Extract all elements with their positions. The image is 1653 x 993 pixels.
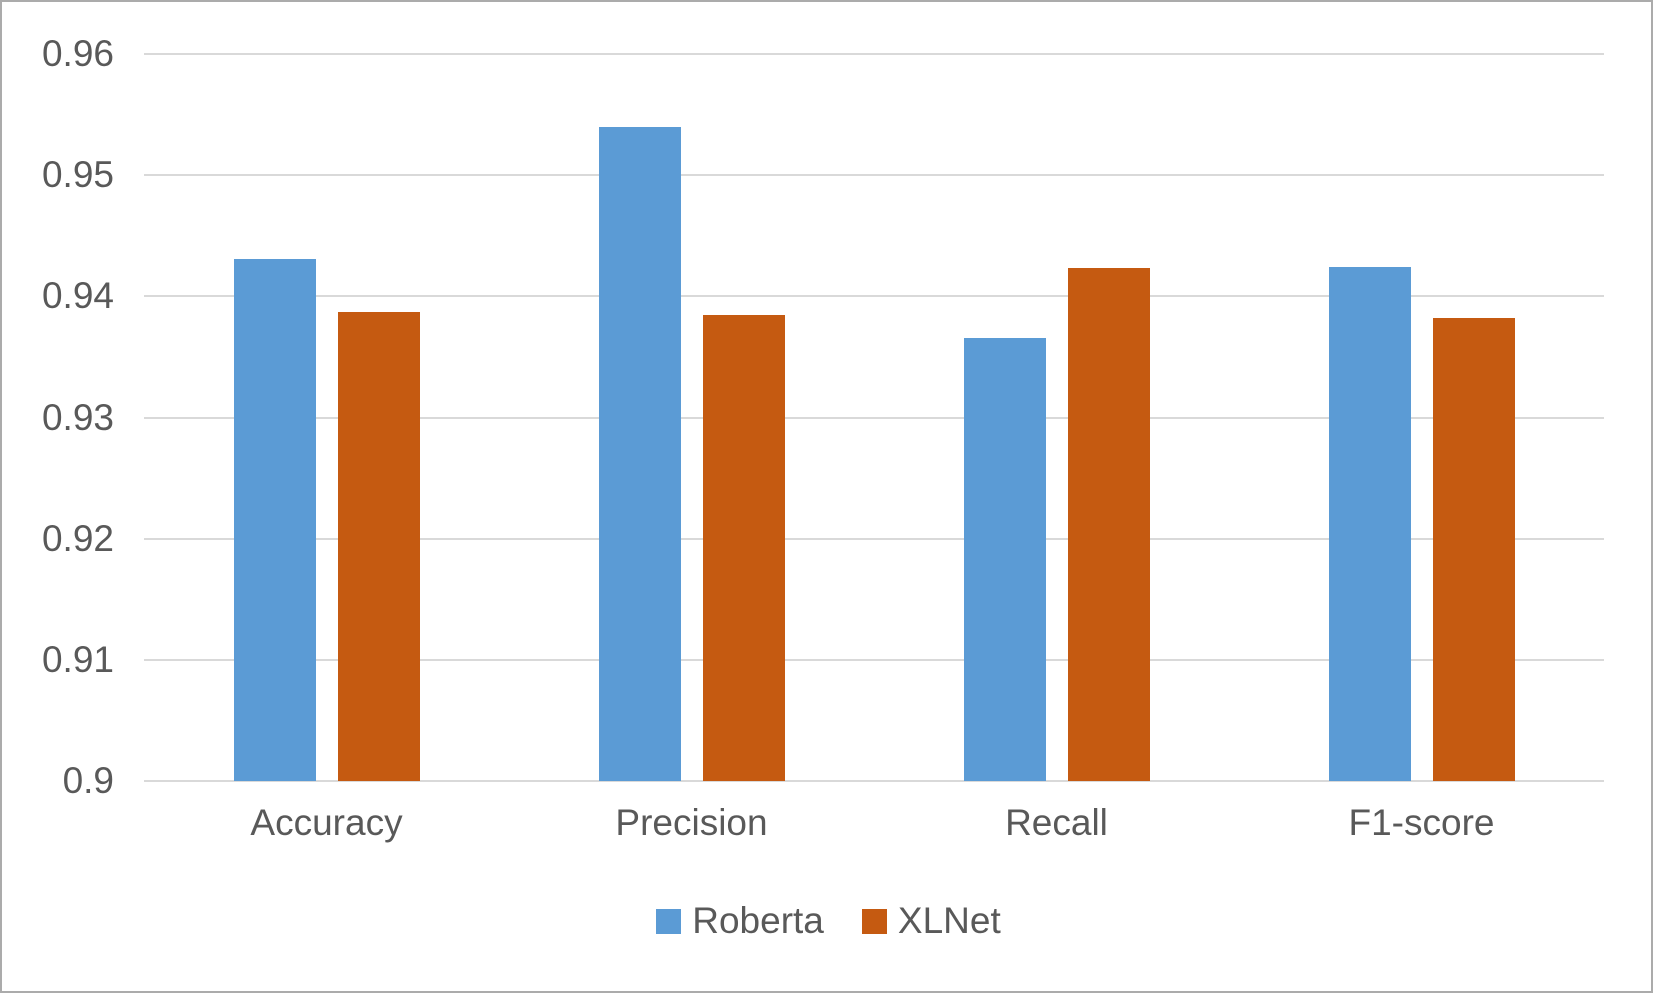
bar-roberta-accuracy bbox=[233, 258, 316, 781]
bar-xlnet-accuracy bbox=[337, 312, 420, 781]
y-tick-label: 0.95 bbox=[41, 154, 114, 196]
bar-roberta-recall bbox=[963, 337, 1046, 781]
legend-label-roberta: Roberta bbox=[692, 900, 824, 941]
legend-swatch-xlnet bbox=[861, 908, 887, 934]
gridline bbox=[144, 780, 1604, 782]
gridline bbox=[144, 658, 1604, 661]
legend-item-xlnet: XLNet bbox=[861, 900, 1001, 942]
legend-item-roberta: Roberta bbox=[656, 900, 824, 942]
y-tick-label: 0.9 bbox=[62, 760, 114, 801]
legend-swatch-roberta bbox=[656, 908, 682, 934]
legend-label-xlnet: XLNet bbox=[897, 900, 1001, 941]
bar-xlnet-f1-score bbox=[1432, 318, 1515, 781]
y-tick-label: 0.92 bbox=[41, 517, 114, 559]
gridline bbox=[144, 416, 1604, 419]
gridline bbox=[144, 537, 1604, 540]
bar-xlnet-precision bbox=[702, 314, 785, 781]
category-group-accuracy bbox=[144, 54, 509, 781]
bar-xlnet-recall bbox=[1067, 268, 1150, 781]
x-tick-label-f1-score: F1-score bbox=[1348, 802, 1495, 843]
x-tick-label-accuracy: Accuracy bbox=[250, 802, 403, 843]
category-group-f1-score bbox=[1239, 54, 1604, 781]
category-group-recall bbox=[874, 54, 1239, 781]
y-tick-label: 0.96 bbox=[41, 33, 114, 74]
x-tick-label-recall: Recall bbox=[1005, 802, 1108, 843]
x-axis: Accuracy Precision Recall F1-score bbox=[144, 802, 1604, 844]
category-group-precision bbox=[509, 54, 874, 781]
y-tick-label: 0.93 bbox=[41, 396, 114, 438]
bar-roberta-f1-score bbox=[1328, 267, 1411, 781]
bar-groups bbox=[144, 54, 1604, 781]
gridline bbox=[144, 53, 1604, 55]
y-axis: 0.96 0.95 0.94 0.93 0.92 0.91 0.9 bbox=[2, 33, 114, 801]
gridline bbox=[144, 295, 1604, 298]
bar-roberta-precision bbox=[598, 126, 681, 781]
y-tick-label: 0.94 bbox=[41, 275, 114, 317]
x-tick-label-precision: Precision bbox=[615, 802, 768, 843]
y-tick-label: 0.91 bbox=[41, 638, 114, 680]
plot-area bbox=[144, 53, 1604, 782]
legend: Roberta XLNet bbox=[2, 900, 1653, 942]
gridline bbox=[144, 174, 1604, 177]
